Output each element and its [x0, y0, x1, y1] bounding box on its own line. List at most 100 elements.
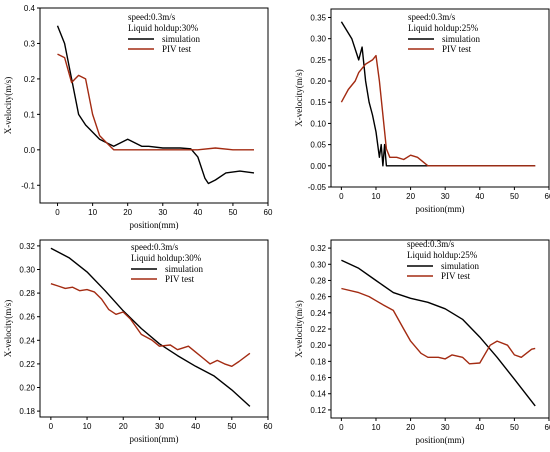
series-line-piv-test: [340, 54, 536, 167]
y-tick-label: 0.00: [310, 162, 326, 171]
y-tick-label: 0.30: [310, 35, 326, 44]
y-tick-label: 0.24: [19, 336, 35, 345]
y-tick-label: 0.25: [310, 56, 326, 65]
x-tick-label: 20: [406, 423, 415, 432]
legend-condition-text: Liquid holdup:25%: [407, 250, 478, 260]
x-tick-label: 20: [406, 192, 415, 201]
x-tick-label: 30: [441, 423, 450, 432]
y-tick-label: 0.30: [310, 260, 326, 269]
y-tick-label: 0.2: [24, 75, 36, 84]
series-line-simulation: [50, 247, 251, 407]
x-axis-title: position(mm): [130, 220, 179, 230]
x-tick-label: 60: [264, 422, 273, 431]
x-tick-label: 40: [475, 423, 484, 432]
y-tick-label: 0.18: [19, 407, 35, 416]
x-tick-label: 50: [227, 422, 236, 431]
legend-condition-text: speed:0.3m/s: [131, 242, 179, 252]
x-tick-label: 20: [119, 422, 128, 431]
chart-panel-1: 0 10 20 30 40 50 60 -0.1 0.0 0.1 0.2 0.3 0.4 position…: [3, 4, 273, 230]
legend-condition-text: Liquid holdup:30%: [131, 253, 202, 263]
y-tick-label: 0.18: [310, 357, 326, 366]
x-axis-title: position(mm): [130, 434, 179, 444]
legend-label: PIV test: [442, 44, 472, 54]
x-tick-label: 10: [83, 422, 92, 431]
series-line-piv-test: [57, 53, 254, 151]
y-tick-label: 0.4: [24, 4, 36, 13]
y-tick-label: 0.20: [310, 341, 326, 350]
y-tick-label: 0.28: [19, 289, 35, 298]
chart-panel-3: 0 10 20 30 40 50 60 0.18 0.20 0.22 0.24 0.26 0.28 0.3…: [3, 239, 273, 444]
plot-frame: [330, 239, 550, 419]
legend-label: simulation: [165, 264, 203, 274]
y-tick-label: 0.20: [19, 384, 35, 393]
x-tick-label: 60: [264, 208, 273, 217]
x-tick-label: 50: [228, 208, 237, 217]
x-tick-label: 60: [545, 192, 550, 201]
x-tick-label: 30: [158, 208, 167, 217]
x-tick-label: 0: [339, 192, 344, 201]
legend-label: PIV test: [165, 274, 195, 284]
series-line-simulation: [56, 25, 255, 185]
y-tick-label: 0.10: [310, 119, 326, 128]
plot-frame: [39, 239, 269, 418]
legend-label: PIV test: [162, 44, 192, 54]
legend-condition-text: speed:0.3m/s: [408, 12, 456, 22]
y-tick-label: 0.26: [310, 293, 326, 302]
x-tick-label: 0: [339, 423, 344, 432]
legend-condition-text: Liquid holdup:25%: [408, 23, 479, 33]
y-tick-label: 0.20: [310, 77, 326, 86]
plot-frame: [330, 8, 550, 188]
plot-frame: [39, 7, 269, 204]
y-tick-label: -0.05: [308, 183, 327, 192]
y-tick-label: 0.1: [24, 110, 36, 119]
y-tick-label: 0.15: [310, 98, 326, 107]
chart-panel-4: 0 10 20 30 40 50 60 0.12 0.14 0.16 0.18 0.20 0.22 0.2…: [294, 239, 550, 445]
x-tick-label: 40: [475, 192, 484, 201]
y-tick-label: 0.32: [310, 244, 326, 253]
y-tick-label: 0.35: [310, 13, 326, 22]
y-tick-label: 0.24: [310, 309, 326, 318]
x-axis-title: position(mm): [416, 435, 465, 445]
legend-condition-text: Liquid holdup:30%: [128, 23, 199, 33]
x-tick-label: 30: [441, 192, 450, 201]
legend-label: PIV test: [441, 271, 471, 281]
y-axis-title: X-velocity(m/s): [294, 69, 304, 127]
y-tick-label: 0.16: [310, 374, 326, 383]
x-tick-label: 50: [510, 192, 519, 201]
y-tick-label: 0.28: [310, 276, 326, 285]
y-axis-title: X-velocity(m/s): [294, 300, 304, 358]
series-line-simulation: [341, 259, 536, 407]
y-tick-label: 0.12: [310, 406, 326, 415]
chart-panel-2: 0 10 20 30 40 50 60 -0.05 0.00 0.05 0.10 0.15 0.20 0.…: [294, 8, 550, 214]
y-tick-label: 0.30: [19, 266, 35, 275]
y-tick-label: 0.22: [310, 325, 326, 334]
y-tick-label: 0.05: [310, 141, 326, 150]
y-tick-label: 0.14: [310, 390, 326, 399]
y-tick-label: 0.3: [24, 39, 36, 48]
series-line-piv-test: [341, 287, 536, 365]
x-tick-label: 20: [123, 208, 132, 217]
legend-condition-text: speed:0.3m/s: [407, 239, 455, 249]
legend-label: simulation: [162, 34, 200, 44]
x-tick-label: 40: [191, 422, 200, 431]
series-line-simulation: [340, 21, 536, 167]
x-tick-label: 10: [372, 192, 381, 201]
x-tick-label: 0: [55, 208, 60, 217]
y-axis-title: X-velocity(m/s): [3, 300, 13, 358]
y-tick-label: 0.0: [24, 146, 36, 155]
y-tick-label: 0.22: [19, 360, 35, 369]
series-line-piv-test: [50, 283, 251, 367]
x-tick-label: 30: [155, 422, 164, 431]
x-tick-label: 50: [510, 423, 519, 432]
y-axis-title: X-velocity(m/s): [3, 77, 13, 135]
y-tick-label: 0.32: [19, 242, 35, 251]
x-tick-label: 0: [49, 422, 54, 431]
x-tick-label: 60: [545, 423, 550, 432]
legend-condition-text: speed:0.3m/s: [128, 12, 176, 22]
legend-label: simulation: [442, 34, 480, 44]
